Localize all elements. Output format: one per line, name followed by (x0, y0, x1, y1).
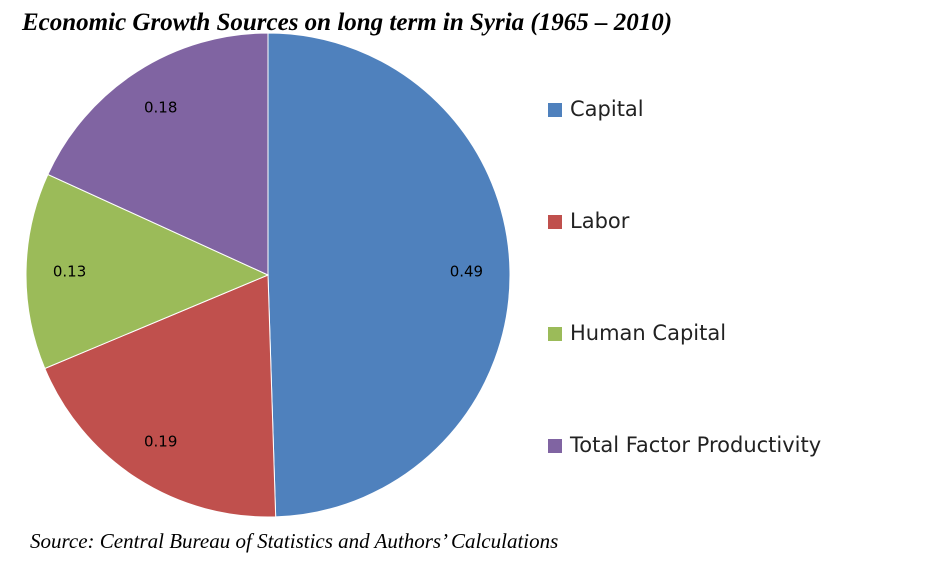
chart-title: Economic Growth Sources on long term in … (21, 9, 672, 36)
pie-slice (267, 32, 511, 518)
legend-label: Capital (570, 97, 644, 121)
data-label: 0.19 (144, 432, 177, 450)
legend-swatch (548, 215, 562, 229)
legend-label: Labor (570, 209, 630, 233)
legend-swatch (548, 327, 562, 341)
data-label: 0.49 (450, 262, 483, 280)
pie-slice (44, 274, 277, 518)
legend-label: Total Factor Productivity (569, 433, 821, 457)
legend-swatch (548, 103, 562, 117)
legend-label: Human Capital (570, 321, 726, 345)
pie-slice (25, 173, 270, 370)
legend-swatch (548, 439, 562, 453)
data-label: 0.18 (144, 99, 177, 117)
pie-slice (47, 32, 269, 276)
data-label: 0.13 (53, 262, 86, 280)
source-note: Source: Central Bureau of Statistics and… (30, 529, 558, 553)
